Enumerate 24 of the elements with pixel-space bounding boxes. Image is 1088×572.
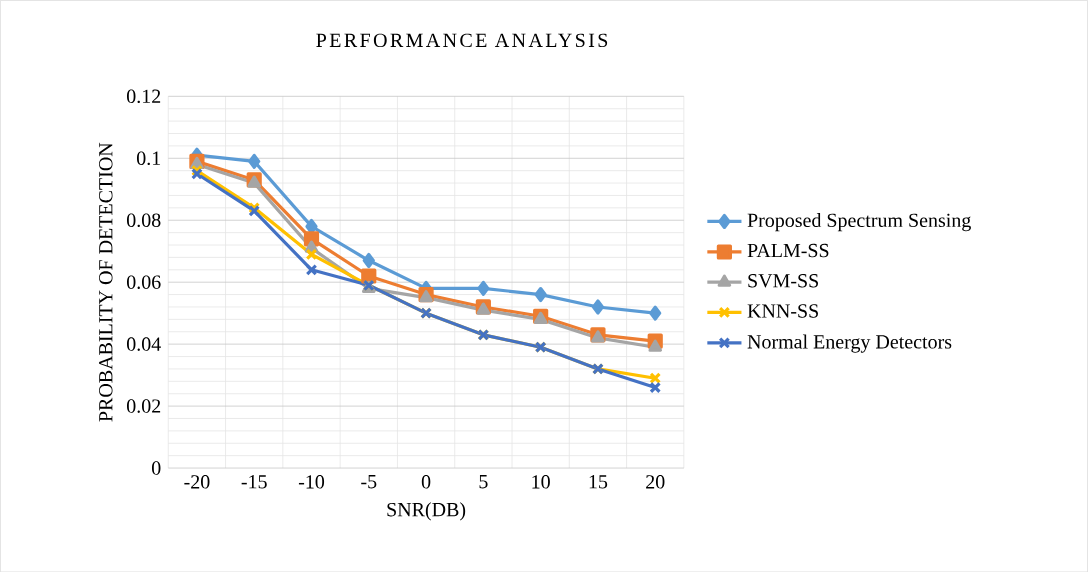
x-tick-label: -20 (184, 474, 210, 489)
x-tick-label: 5 (479, 474, 488, 489)
y-tick-label: 0.08 (126, 213, 161, 227)
y-tick-label: 0 (151, 461, 161, 475)
x-tick-label: -15 (241, 474, 267, 489)
x-tick-label: 0 (421, 474, 431, 489)
legend-label: Normal Energy Detectors (747, 334, 952, 353)
y-tick-label: 0.12 (126, 89, 161, 103)
y-tick-label: 0.02 (126, 399, 161, 413)
x-tick-label: -10 (298, 474, 325, 489)
legend-label: PALM-SS (747, 243, 829, 258)
y-tick-label: 0.1 (136, 151, 161, 165)
x-tick-label: 10 (532, 474, 550, 489)
x-axis-title: SNR(DB) (387, 502, 466, 521)
legend-label: Proposed Spectrum Sensing (747, 212, 971, 232)
x-tick-label: 15 (589, 474, 608, 489)
x-tick-label: 20 (646, 474, 665, 489)
legend-label: SVM-SS (748, 273, 818, 288)
y-tick-label: 0.04 (126, 337, 161, 351)
y-tick-label: 0.06 (126, 275, 161, 289)
y-axis-title: PROBABILITY OF DETECTION (99, 142, 113, 422)
x-tick-label: -5 (361, 474, 377, 489)
chart-title: PERFORMANCE ANALYSIS (316, 33, 608, 47)
legend-label: KNN-SS (747, 304, 818, 318)
